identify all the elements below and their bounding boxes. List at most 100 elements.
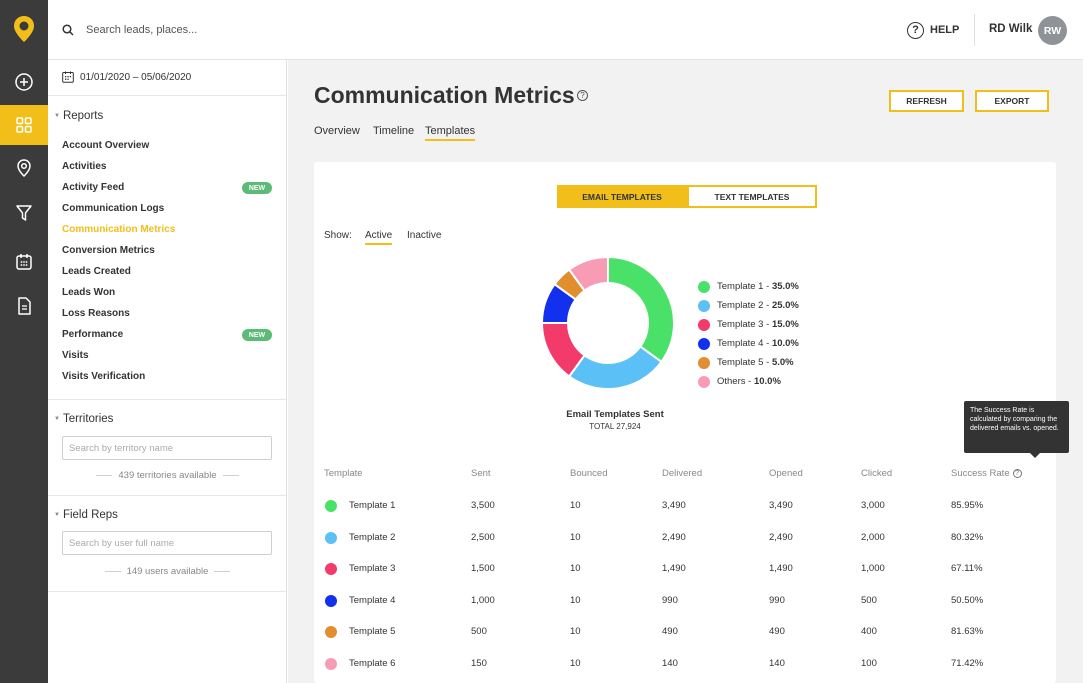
cell-sent: 150	[471, 658, 487, 669]
legend-label: Template 2	[717, 300, 764, 311]
cell-sent: 3,500	[471, 500, 495, 511]
cell-bounced: 10	[570, 626, 581, 638]
territories-section-toggle[interactable]: ▼ Territories	[54, 413, 113, 425]
legend-item: Template 1 - 35.0%	[698, 277, 799, 296]
cell-bounced: 10	[570, 500, 581, 511]
field-reps-section-toggle[interactable]: ▼ Field Reps	[54, 509, 118, 521]
divider	[974, 14, 975, 46]
cell-opened: 490	[769, 626, 785, 638]
column-header-delivered[interactable]: Delivered	[662, 468, 703, 479]
divider	[48, 591, 287, 592]
show-label: Show:	[324, 230, 352, 241]
report-item[interactable]: Visits Verification	[62, 371, 146, 382]
document-icon[interactable]	[0, 286, 48, 326]
help-icon[interactable]: ?	[577, 90, 588, 101]
table-row[interactable]: Template 6 150 10 140 140 100 71.42%	[314, 649, 1056, 680]
table-row[interactable]: Template 1 3,500 10 3,490 3,490 3,000 85.95%	[314, 491, 1056, 522]
cell-rate: 81.63%	[951, 626, 984, 638]
template-color-swatch	[325, 626, 337, 639]
legend-label: Template 1	[717, 281, 764, 292]
tab-overview[interactable]: Overview	[314, 125, 360, 137]
cell-rate: 80.32%	[951, 531, 984, 543]
report-item[interactable]: Performance	[62, 329, 124, 340]
table-row[interactable]: Template 3 1,500 10 1,490 1,490 1,000 67.11%	[314, 554, 1056, 585]
add-icon[interactable]	[0, 62, 48, 102]
export-button[interactable]: EXPORT	[975, 90, 1049, 112]
report-item[interactable]: Activities	[62, 161, 107, 172]
report-item[interactable]: Conversion Metrics	[62, 245, 155, 256]
logo-icon[interactable]	[0, 0, 48, 58]
territories-title: Territories	[62, 413, 114, 425]
user-search-input[interactable]	[62, 531, 272, 555]
chart-subtitle: TOTAL 27,924	[589, 422, 641, 431]
filter-icon[interactable]	[0, 193, 48, 233]
refresh-button[interactable]: REFRESH	[889, 90, 964, 112]
column-header-template[interactable]: Template	[324, 468, 363, 479]
column-header-success-rate[interactable]: Success Rate?	[951, 468, 1022, 479]
donut-slice[interactable]	[567, 345, 663, 389]
search-icon	[62, 24, 74, 36]
search-input[interactable]	[86, 19, 386, 41]
cell-opened: 1,490	[769, 563, 793, 575]
donut-slice[interactable]	[607, 257, 674, 364]
tab-templates[interactable]: Templates	[425, 125, 476, 141]
legend-swatch	[698, 318, 710, 331]
help-icon[interactable]: ?	[1012, 468, 1022, 478]
column-header-clicked[interactable]: Clicked	[861, 468, 893, 479]
dashboard-icon[interactable]	[0, 105, 48, 145]
donut-slice[interactable]	[542, 322, 586, 378]
territory-search-input[interactable]	[62, 436, 272, 460]
chart-legend: Template 1 - 35.0% Template 2 - 25.0% Temp…	[698, 277, 799, 391]
cell-clicked: 2,000	[861, 531, 885, 543]
reports-section-toggle[interactable]: ▼ Reports	[54, 110, 103, 122]
table-row[interactable]: Template 2 2,500 10 2,490 2,490 2,000 80.32%	[314, 523, 1056, 554]
cell-delivered: 2,490	[662, 531, 686, 543]
calendar-icon[interactable]	[0, 242, 48, 282]
user-name[interactable]: RD Wilk	[989, 23, 1033, 35]
cell-delivered: 990	[662, 594, 678, 606]
report-item[interactable]: Leads Created	[62, 266, 131, 277]
tab-timeline[interactable]: Timeline	[373, 125, 415, 137]
field-reps-title: Field Reps	[62, 509, 118, 521]
cell-bounced: 10	[570, 594, 581, 606]
help-button[interactable]: ? HELP	[907, 19, 959, 41]
cell-bounced: 10	[570, 658, 581, 669]
map-pin-icon[interactable]	[0, 148, 48, 188]
report-item[interactable]: Communication Metrics	[62, 224, 176, 235]
legend-swatch	[698, 299, 710, 312]
avatar[interactable]: RW	[1038, 16, 1067, 45]
cell-delivered: 1,490	[662, 563, 686, 575]
table-row[interactable]: Template 4 1,000 10 990 990 500 50.50%	[314, 586, 1056, 617]
legend-value: 5.0%	[771, 357, 794, 368]
app-rail	[0, 0, 48, 683]
reports-sidepanel: 01/01/2020 – 05/06/2020 ▼ Reports Accoun…	[48, 60, 287, 683]
date-range-picker[interactable]: 01/01/2020 – 05/06/2020	[62, 71, 191, 83]
email-templates-tab[interactable]: EMAIL TEMPLATES	[557, 185, 687, 208]
cell-delivered: 140	[662, 658, 678, 669]
legend-item: Template 3 - 15.0%	[698, 315, 799, 334]
report-item[interactable]: Loss Reasons	[62, 308, 130, 319]
cell-rate: 71.42%	[951, 658, 984, 669]
template-color-swatch	[325, 658, 337, 670]
column-header-bounced[interactable]: Bounced	[570, 468, 608, 479]
text-templates-tab[interactable]: TEXT TEMPLATES	[687, 185, 817, 208]
report-item[interactable]: Leads Won	[62, 287, 116, 298]
template-name: Template 6	[349, 658, 396, 669]
legend-swatch	[698, 375, 710, 388]
column-header-opened[interactable]: Opened	[769, 468, 803, 479]
donut-slice[interactable]	[567, 257, 609, 293]
report-item[interactable]: Activity Feed	[62, 182, 125, 193]
success-rate-tooltip: The Success Rate is calculated by compar…	[964, 401, 1069, 453]
report-item[interactable]: Account Overview	[62, 140, 150, 151]
table-row[interactable]: Template 5 500 10 490 490 400 81.63%	[314, 617, 1056, 648]
report-item[interactable]: Visits	[62, 350, 89, 361]
show-inactive-option[interactable]: Inactive	[407, 230, 442, 241]
divider	[48, 399, 287, 400]
cell-delivered: 490	[662, 626, 678, 638]
report-item[interactable]: Communication Logs	[62, 203, 165, 214]
column-header-sent[interactable]: Sent	[471, 468, 491, 479]
metrics-card: EMAIL TEMPLATES TEXT TEMPLATES Show: Act…	[314, 162, 1069, 683]
legend-value: 10.0%	[753, 376, 781, 387]
show-active-option[interactable]: Active	[365, 230, 393, 245]
caret-down-icon: ▼	[54, 113, 60, 119]
